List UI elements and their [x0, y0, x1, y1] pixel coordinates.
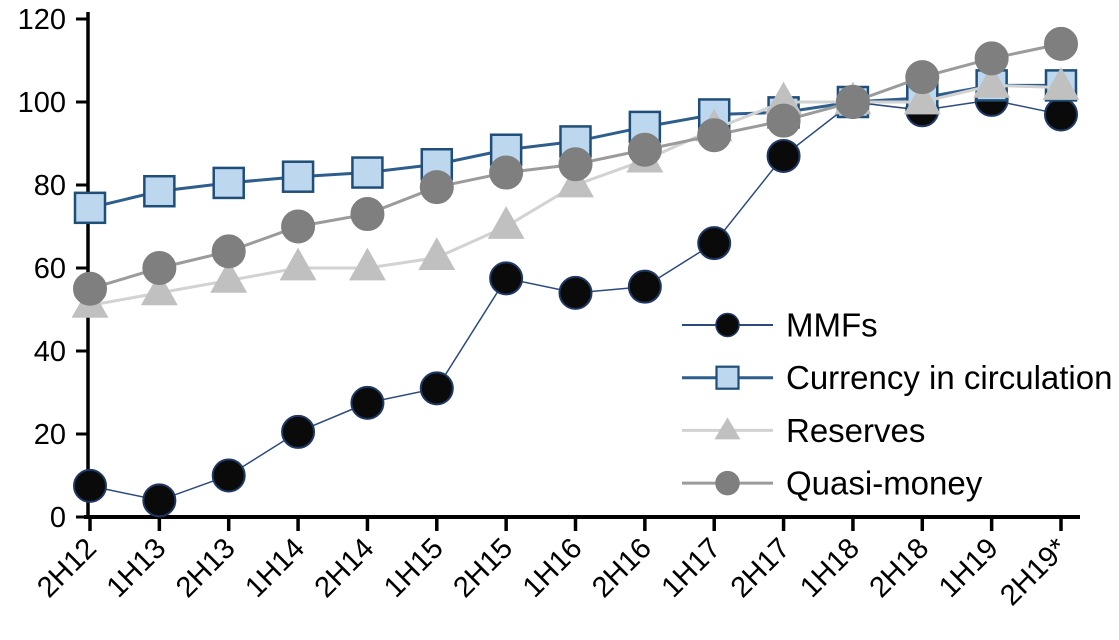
series-2-point-3: [279, 247, 317, 281]
x-tick-label: 2H16: [586, 532, 658, 604]
y-tick-label: 120: [18, 4, 66, 36]
series-3-point-0: [73, 271, 107, 306]
x-tick-label: 2H18: [864, 532, 936, 604]
legend-marker-icon: [715, 365, 740, 390]
series-3-point-8: [627, 132, 662, 167]
x-tick-label: 2H17: [725, 532, 797, 604]
series-0-point-14: [1044, 97, 1078, 132]
series-3-point-7: [558, 147, 593, 182]
series-3-point-11: [835, 85, 870, 119]
x-tick-label: 1H14: [239, 532, 311, 604]
series-3-point-1: [142, 251, 177, 285]
series-3-point-9: [697, 118, 732, 153]
legend-marker-icon: [714, 417, 741, 440]
x-tick-label: 1H16: [517, 532, 589, 604]
series-2-point-2: [210, 260, 248, 293]
series-1-point-2: [212, 166, 245, 200]
series-2-point-7: [557, 164, 594, 198]
series-0-point-2: [211, 458, 246, 493]
legend-item-3: Quasi-money: [682, 465, 983, 502]
series-2-point-5: [418, 237, 456, 270]
series-3-point-4: [350, 197, 385, 232]
legend-label: MMFs: [786, 307, 878, 344]
series-3-point-13: [974, 41, 1009, 76]
x-tick-label: 2H14: [309, 532, 381, 604]
series-1-point-1: [143, 174, 176, 208]
series-1-point-3: [281, 160, 315, 193]
legend-marker-icon: [715, 470, 740, 496]
x-tick-label: 1H17: [656, 532, 728, 604]
series-0-point-4: [350, 385, 385, 420]
y-tick-label: 80: [34, 170, 66, 202]
series-3-point-14: [1044, 26, 1078, 61]
x-tick-label: 2H12: [31, 532, 103, 604]
series-0-point-10: [766, 138, 801, 173]
y-tick-label: 20: [34, 419, 66, 451]
series-2-point-6: [487, 206, 525, 239]
series-0-point-5: [419, 371, 454, 406]
series-0-point-3: [281, 414, 316, 449]
y-tick-label: 60: [34, 253, 66, 285]
x-tick-label: 2H19*: [994, 532, 1074, 612]
series-2-point-1: [140, 272, 178, 306]
series-0-point-7: [558, 275, 593, 310]
x-tick-label: 1H13: [101, 532, 173, 604]
series-0-point-9: [697, 226, 732, 261]
series-3-point-3: [281, 209, 316, 244]
series-0-point-1: [142, 483, 177, 518]
series-2-point-14: [1042, 67, 1080, 100]
y-tick-label: 40: [34, 336, 66, 368]
series-3-point-2: [211, 234, 246, 269]
legend-item-1: Currency in circulation: [682, 359, 1112, 396]
series-2-point-13: [973, 65, 1011, 98]
legend-marker-icon: [715, 312, 740, 338]
series-1-point-0: [73, 191, 107, 225]
series-3-point-12: [905, 60, 940, 95]
legend-label: Quasi-money: [786, 465, 983, 502]
x-tick-label: 2H15: [447, 532, 519, 604]
x-tick-label: 1H18: [794, 532, 866, 604]
y-tick-label: 100: [18, 87, 66, 119]
x-tick-label: 1H15: [378, 532, 450, 604]
series-0-point-0: [73, 468, 107, 503]
series-3-point-10: [766, 103, 801, 138]
legend-label: Currency in circulation: [786, 359, 1112, 396]
legend-item-0: MMFs: [682, 307, 878, 344]
y-tick-label: 0: [50, 502, 66, 534]
series-1-point-4: [351, 156, 384, 189]
series-2-point-4: [348, 247, 386, 281]
series-3-point-5: [419, 170, 454, 205]
series-2-point-12: [903, 81, 941, 115]
legend-item-2: Reserves: [682, 412, 925, 449]
legend-label: Reserves: [786, 412, 925, 449]
series-0-point-6: [489, 261, 524, 296]
series-0-point-8: [627, 269, 662, 304]
x-tick-label: 1H19: [933, 532, 1005, 604]
x-tick-label: 2H13: [170, 532, 242, 604]
series-3-point-6: [489, 155, 524, 190]
